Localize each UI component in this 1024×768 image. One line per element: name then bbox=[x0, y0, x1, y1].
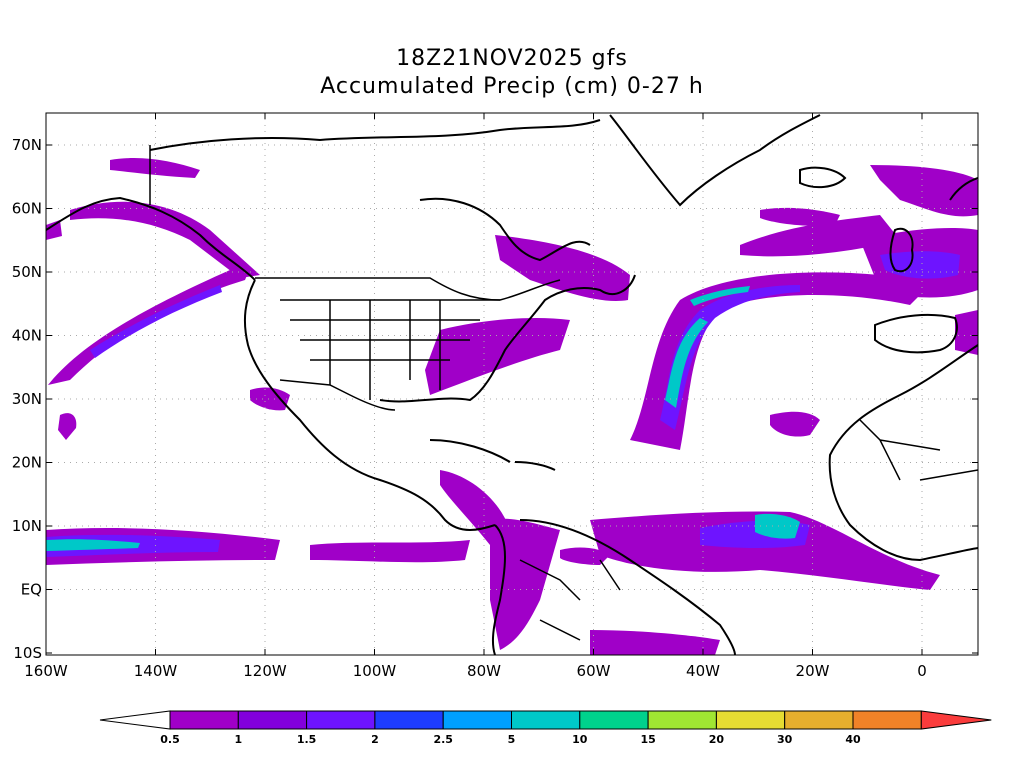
lon-label: 160W bbox=[24, 662, 68, 680]
border-sa bbox=[519, 559, 621, 641]
colorbar-labels: 0.5 1 1.5 2 2.5 5 10 15 20 30 40 bbox=[160, 733, 861, 746]
coast-iceland bbox=[799, 166, 847, 189]
colorbar-box bbox=[442, 710, 513, 730]
lat-label: 10N bbox=[12, 517, 42, 535]
coastlines bbox=[46, 114, 978, 655]
precip-itcz-pac-core bbox=[46, 539, 140, 551]
lon-label: 0 bbox=[917, 662, 927, 680]
colorbar-box bbox=[169, 710, 239, 730]
lon-label: 120W bbox=[243, 662, 287, 680]
coast-scandinavia bbox=[949, 177, 978, 201]
precip-hudson bbox=[495, 235, 630, 301]
precip-alaska-n bbox=[110, 158, 200, 178]
colorbar-label: 30 bbox=[777, 733, 793, 746]
lon-label: 100W bbox=[353, 662, 397, 680]
lon-label: 40W bbox=[686, 662, 720, 680]
coast-gulf-east bbox=[379, 274, 636, 403]
lat-label: 40N bbox=[12, 327, 42, 345]
coast-hudson bbox=[419, 197, 591, 262]
precip-iceland-uk bbox=[870, 165, 978, 217]
map-frame bbox=[45, 112, 979, 656]
lon-label: 60W bbox=[577, 662, 611, 680]
colorbar-label: 5 bbox=[508, 733, 516, 746]
colorbar-box bbox=[374, 710, 444, 730]
precip-n-atlantic bbox=[740, 215, 900, 257]
precip-hawaii-n bbox=[58, 413, 77, 440]
coast-uk bbox=[889, 227, 914, 273]
precip-itcz-east-pac bbox=[310, 540, 470, 563]
lat-label: 50N bbox=[12, 263, 42, 281]
precip-itcz-atlantic bbox=[590, 511, 940, 590]
political-borders bbox=[149, 145, 978, 641]
colorbar-high-arrow bbox=[920, 710, 992, 730]
precip-iberia-e bbox=[955, 310, 978, 355]
lat-label: 60N bbox=[12, 200, 42, 218]
colorbar-box bbox=[511, 710, 581, 730]
colorbar-label: 2 bbox=[371, 733, 379, 746]
colorbar-box bbox=[237, 710, 308, 730]
colorbar-low-arrow bbox=[99, 710, 171, 730]
latitude-labels: 70N 60N 50N 40N 30N 20N 10N EQ 10S bbox=[12, 136, 42, 662]
precip-layer bbox=[46, 158, 978, 655]
coast-greenland bbox=[609, 114, 821, 207]
border-us-mexico bbox=[279, 379, 396, 411]
precip-east-us bbox=[425, 318, 570, 395]
precip-subtrop-atl bbox=[770, 411, 820, 437]
lat-label: 10S bbox=[13, 644, 42, 662]
graticule bbox=[46, 113, 978, 655]
coast-alaska bbox=[46, 196, 256, 281]
lon-label: 140W bbox=[134, 662, 178, 680]
precip-baja bbox=[250, 387, 290, 411]
coast-iberia bbox=[874, 313, 958, 354]
precip-alaska bbox=[70, 201, 260, 278]
colorbar bbox=[99, 710, 992, 730]
coast-hispaniola bbox=[514, 461, 556, 471]
precip-caribbean bbox=[560, 547, 610, 565]
precip-pacific-nw-band bbox=[48, 268, 250, 385]
colorbar-box bbox=[647, 710, 717, 730]
coast-arctic bbox=[149, 119, 601, 151]
map-title-date: 18Z21NOV2025 gfs bbox=[396, 46, 628, 71]
colorbar-box bbox=[852, 710, 922, 730]
colorbar-label: 2.5 bbox=[433, 733, 453, 746]
colorbar-label: 10 bbox=[572, 733, 588, 746]
colorbar-label: 0.5 bbox=[160, 733, 180, 746]
colorbar-label: 15 bbox=[640, 733, 655, 746]
longitude-labels: 160W 140W 120W 100W 80W 60W 40W 20W 0 bbox=[24, 662, 927, 680]
map-title-variable: Accumulated Precip (cm) 0-27 h bbox=[320, 74, 704, 99]
colorbar-label: 1.5 bbox=[297, 733, 317, 746]
colorbar-box bbox=[306, 710, 376, 730]
precip-atl-arc-core2 bbox=[690, 286, 750, 306]
precip-pacific-nw-mid bbox=[90, 285, 222, 358]
border-africa bbox=[859, 419, 978, 481]
coast-west-na bbox=[243, 279, 496, 531]
lon-label: 20W bbox=[796, 662, 830, 680]
colorbar-label: 20 bbox=[709, 733, 725, 746]
axis-ticks bbox=[45, 113, 978, 655]
lat-label: EQ bbox=[21, 581, 42, 599]
colorbar-label: 40 bbox=[845, 733, 861, 746]
lat-label: 70N bbox=[12, 136, 42, 154]
coast-s-america bbox=[491, 519, 736, 655]
precip-brazil bbox=[590, 630, 720, 655]
colorbar-label: 1 bbox=[234, 733, 242, 746]
precip-atl-arc-mid bbox=[660, 285, 800, 430]
precip-s-america bbox=[490, 518, 560, 650]
lat-label: 20N bbox=[12, 454, 42, 472]
precip-itcz-atl-core bbox=[755, 513, 800, 539]
lon-label: 80W bbox=[467, 662, 501, 680]
precip-alaska-w bbox=[46, 220, 62, 240]
precip-atl-arc-core bbox=[665, 318, 708, 408]
border-us-states bbox=[280, 299, 500, 400]
colorbar-box bbox=[784, 710, 854, 730]
precip-greenland-e bbox=[760, 207, 840, 226]
colorbar-box bbox=[715, 710, 786, 730]
coast-africa bbox=[828, 344, 978, 562]
colorbar-box bbox=[579, 710, 649, 730]
lat-label: 30N bbox=[12, 390, 42, 408]
border-us-canada bbox=[255, 277, 561, 301]
coast-cuba bbox=[429, 439, 511, 463]
